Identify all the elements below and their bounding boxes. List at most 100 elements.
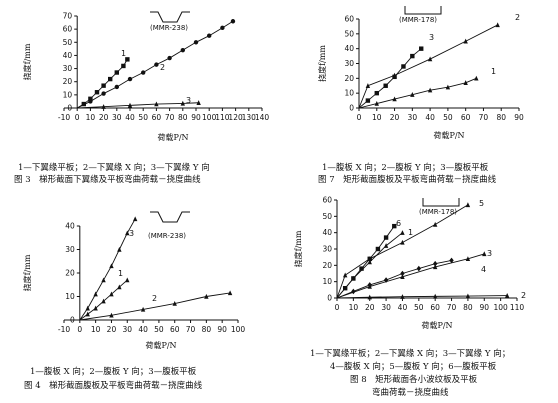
fig8-series-3-line (336, 253, 485, 299)
fig3-x-tick-label: 130 (242, 113, 257, 122)
fig3-x-tick-label: 40 (125, 113, 135, 122)
fig8-series-6-label: 6 (396, 219, 401, 228)
fig8-series-4-point (416, 265, 422, 272)
fig7-series-1-point (445, 84, 451, 90)
fig4-x-tick-label: 100 (231, 325, 246, 334)
fig3-series-1-point (81, 101, 86, 107)
fig3-x-tick-label: 80 (178, 113, 188, 122)
chart-fig7: 0 10 20 30 40 50 60 70 80 90 0 10 20 30 40 50 60 荷载P/N 挠度f… (317, 6, 524, 140)
fig4-x-tick-label: 70 (186, 325, 196, 334)
fig4-series-1-point (101, 298, 106, 304)
fig8-series-1-label: 1 (408, 228, 413, 237)
fig8-series-1-point (400, 230, 405, 235)
fig4-x-tick-label: 0 (77, 325, 82, 334)
fig4-series-1-point (93, 305, 98, 311)
fig7-y-tick-label: 60 (344, 15, 354, 24)
fig7-x-tick-label: 10 (372, 113, 382, 122)
fig8-x-tick-label: 30 (381, 303, 391, 312)
fig7-caption-legend: 1—腹板 X 向；2—腹板 Y 向；3—腹板平板 (322, 163, 489, 173)
fig4-series-2-point (109, 312, 114, 318)
fig7-series-3-point (419, 46, 424, 51)
fig8-x-tick-label: 90 (479, 303, 489, 312)
fig3-series-1-point (88, 96, 93, 101)
fig8-series-4-point (351, 288, 356, 295)
fig8-caption-legend-1: 1—下翼缘平板；2—下翼缘 X 向；3—下翼缘 Y 向； (310, 349, 511, 359)
fig3-y-tick-label: 20 (63, 77, 73, 86)
fig7-x-tick-label: 90 (514, 113, 524, 122)
fig8-series-2-line (336, 295, 508, 299)
fig8-y-tick-label: 50 (322, 212, 332, 221)
fig8-caption-title: 图 8 矩形截面各小波纹板及平板 (350, 375, 478, 385)
chart-fig3: -10 0 10 20 30 40 50 60 70 80 90 100110120130140010… (22, 11, 270, 142)
fig7-series-2-point (495, 22, 500, 28)
fig3-specimen-label: (MMR-238) (150, 24, 188, 32)
fig3-series-2-label: 2 (160, 63, 165, 72)
fig8-series-3-point (482, 251, 487, 257)
fig3-x-tick-label: 100 (202, 113, 217, 122)
fig3-series-2-point (220, 25, 225, 31)
fig7-series-2-point (427, 56, 433, 62)
fig8-x-tick-label: 10 (349, 303, 359, 312)
fig4-series-2-label: 2 (152, 294, 157, 303)
fig4-x-tick-label: -10 (58, 325, 70, 334)
fig8-y-tick-label: 20 (322, 261, 332, 270)
fig4-series-3-point (101, 277, 106, 283)
fig4-caption-legend: 1—腹板 X 向；2—腹板 Y 向；3—腹板平板 (30, 367, 197, 377)
fig3-x-tick-label: 120 (228, 113, 243, 122)
fig4-series-2-point (204, 293, 209, 299)
fig3-y-tick-label: 40 (63, 51, 73, 60)
fig7-y-tick-label: 30 (344, 59, 354, 68)
fig8-series-4-point (383, 277, 389, 283)
fig3-series-2-point (114, 84, 120, 90)
fig3-x-axis-label: 荷载P/N (157, 132, 188, 142)
fig8-series-2-point (432, 293, 438, 299)
fig8-x-tick-label: 110 (510, 303, 525, 312)
fig4-x-tick-label: 90 (217, 325, 227, 334)
fig4-series-1-point (109, 291, 114, 297)
fig7-y-axis-label: 挠度f/mm (317, 45, 327, 82)
fig8-series-6-point (351, 276, 356, 281)
fig8-series-6-point (375, 246, 381, 252)
fig3-series-3-point (101, 104, 106, 109)
fig3-series-2-point (180, 47, 185, 53)
fig3-x-tick-label: 110 (215, 113, 230, 122)
fig7-x-axis-label: 荷载P/N (433, 130, 464, 140)
fig3-series-2-point (207, 33, 212, 38)
chart-fig8: 0 10 20 30 40 50 60 70 80 90 100 110 0 10 20 30 40 50 60 荷载… (293, 196, 526, 331)
fig3-x-tick-label: 140 (255, 113, 270, 122)
fig8-series-5-point (342, 272, 348, 278)
fig7-series-1-point (410, 92, 415, 97)
fig3-series-2-point (154, 62, 159, 67)
fig8-series-1-point (367, 259, 372, 265)
fig3-x-tick-label: 20 (99, 113, 109, 122)
fig4-series-2-point (140, 306, 146, 312)
fig7-x-tick-label: 20 (390, 113, 400, 122)
fig3-x-tick-label: 50 (138, 113, 148, 122)
fig7-x-tick-label: 80 (496, 113, 506, 122)
fig8-series-3-label: 3 (487, 249, 492, 258)
fig3-y-tick-label: 30 (63, 64, 73, 73)
fig4-y-tick-label: 10 (65, 292, 75, 301)
fig4-caption-title: 图 4 梯形截面腹板及平板弯曲荷载－挠度曲线 (24, 381, 203, 391)
fig3-x-tick-label: 30 (112, 113, 122, 122)
fig7-caption-title: 图 7 矩形截面腹板及平板弯曲荷载－挠度曲线 (318, 175, 497, 185)
fig3-series-2-point (127, 76, 133, 82)
fig4-x-tick-label: 50 (154, 325, 164, 334)
fig8-series-1-point (383, 243, 389, 248)
fig4-x-axis-label: 荷载P/N (145, 340, 176, 350)
fig8-x-tick-label: 80 (463, 303, 473, 312)
fig3-series-3-point (127, 102, 133, 108)
fig8-series-4-point (432, 260, 438, 267)
fig3-y-tick-label: 60 (63, 25, 73, 34)
fig8-series-2-point (400, 294, 405, 299)
fig4-x-tick-label: 80 (202, 325, 212, 334)
chart-fig4: -10 0 10 20 30 40 50 60 70 80 90 100010203040荷载P/N挠… (22, 211, 246, 350)
fig8-y-tick-label: 30 (322, 245, 332, 254)
fig3-series-1-point (121, 63, 126, 69)
fig3-series-1-point (94, 90, 100, 95)
fig7-x-tick-label: 30 (408, 113, 418, 122)
fig4-series-2-point (172, 300, 177, 306)
fig8-caption-title-2: 弯曲荷载－挠度曲线 (372, 388, 449, 398)
fig3-y-tick-label: 70 (63, 12, 73, 21)
fig8-x-tick-label: 0 (335, 303, 340, 312)
